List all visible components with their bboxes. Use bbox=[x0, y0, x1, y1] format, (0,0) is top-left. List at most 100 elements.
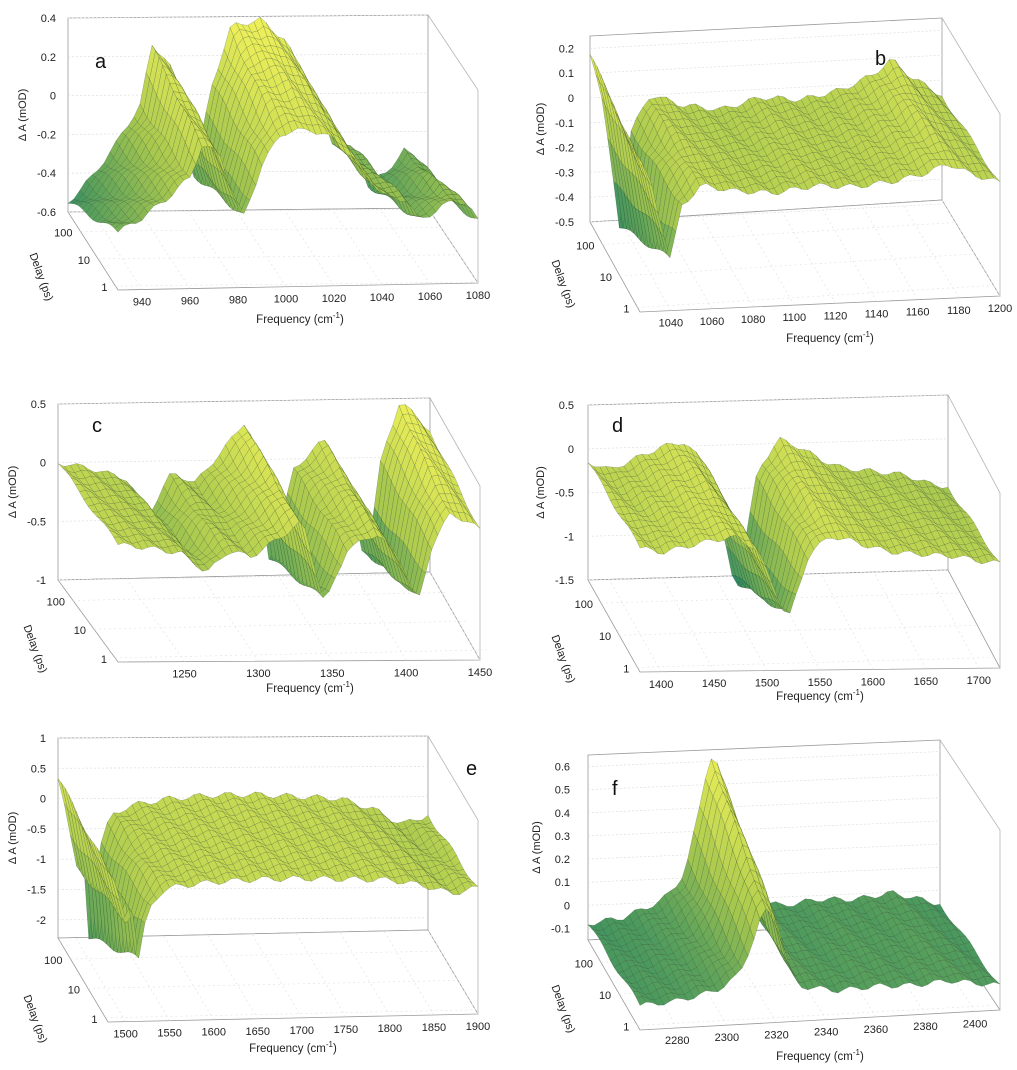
x-tick-label: 1160 bbox=[906, 307, 930, 319]
x-axis-label-main: Frequency (cm bbox=[249, 1043, 326, 1055]
z-tick-label: -1 bbox=[564, 531, 574, 543]
z-tick-label: 0 bbox=[40, 794, 46, 806]
x-tick-label: 1650 bbox=[246, 1026, 270, 1038]
delay-tick-label: 10 bbox=[599, 990, 611, 1002]
x-tick-label: 1450 bbox=[702, 678, 726, 690]
x-gridline bbox=[277, 575, 333, 662]
x-tick-label: 1700 bbox=[290, 1025, 314, 1037]
z-tick-label: 0.5 bbox=[555, 785, 570, 797]
delay-gridline bbox=[97, 254, 459, 260]
z-tick-label: 0 bbox=[568, 444, 574, 456]
z-gridline bbox=[589, 30, 943, 49]
z-tick-label: -0.1 bbox=[551, 923, 570, 935]
x-axis-label-sup: -1 bbox=[343, 680, 351, 689]
delay-tick-label: 1 bbox=[623, 1022, 629, 1034]
x-axis-label-end: ) bbox=[350, 683, 354, 695]
x-tick-label: 980 bbox=[229, 295, 247, 307]
z-tick-label: 0.3 bbox=[555, 831, 570, 843]
x-tick-label: 2360 bbox=[864, 1024, 888, 1036]
z-axis-label: Δ A (mOD) bbox=[7, 466, 19, 519]
surface-facet bbox=[989, 171, 1001, 182]
x-axis-label-main: Frequency (cm bbox=[266, 683, 343, 695]
delay-gridline bbox=[80, 227, 441, 232]
surface-plot bbox=[57, 404, 481, 598]
z-gridline bbox=[589, 203, 943, 223]
z-gridline bbox=[587, 438, 949, 450]
delay-gridline bbox=[602, 222, 955, 245]
z-tick-label: 0.2 bbox=[559, 43, 574, 55]
z-tick-label: -0.5 bbox=[27, 824, 46, 836]
delay-axis-label: Delay (ps) bbox=[21, 623, 49, 674]
x-tick-label: 1080 bbox=[741, 314, 765, 326]
side-wall bbox=[947, 394, 1001, 668]
x-tick-label: 1450 bbox=[468, 667, 492, 679]
x-tick-label: 1700 bbox=[967, 675, 991, 687]
z-tick-label: 0.1 bbox=[555, 877, 570, 889]
x-tick-label: 1000 bbox=[274, 294, 298, 306]
x-gridline bbox=[187, 210, 239, 288]
x-tick-label: 2320 bbox=[764, 1029, 788, 1041]
z-tick-label: -0.6 bbox=[37, 207, 56, 219]
surface-plot bbox=[589, 54, 1001, 258]
x-gridline bbox=[353, 573, 407, 661]
delay-tick-label: 10 bbox=[74, 625, 86, 637]
z-tick-label: 0.1 bbox=[559, 68, 574, 80]
x-tick-label: 1750 bbox=[334, 1024, 358, 1036]
delay-tick-label: 100 bbox=[575, 959, 593, 971]
z-tick-label: -0.2 bbox=[37, 129, 56, 141]
x-axis-label-main: Frequency (cm bbox=[776, 691, 853, 703]
x-gridline bbox=[821, 207, 877, 302]
x-axis-label: Frequency (cm-1) bbox=[776, 688, 864, 703]
x-tick-label: 1550 bbox=[157, 1028, 181, 1040]
panel-label: b bbox=[875, 48, 886, 70]
z-tick-label: -1.5 bbox=[27, 885, 46, 897]
surface-facet bbox=[468, 206, 479, 219]
z-tick-label: -1.5 bbox=[555, 575, 574, 587]
z-tick-label: -0.5 bbox=[27, 516, 46, 528]
x-axis-label-sup: -1 bbox=[333, 311, 341, 320]
delay-tick-label: 1 bbox=[101, 282, 107, 294]
side-wall bbox=[941, 17, 1001, 296]
delay-tick-label: 100 bbox=[54, 228, 72, 240]
x-gridline bbox=[619, 219, 672, 311]
x-tick-label: 1400 bbox=[394, 667, 418, 679]
delay-gridline bbox=[114, 649, 488, 659]
z-tick-label: -0.5 bbox=[555, 488, 574, 500]
x-gridline bbox=[379, 208, 431, 285]
x-tick-label: 1060 bbox=[700, 316, 724, 328]
delay-axis-label: Delay (ps) bbox=[21, 993, 49, 1044]
z-gridline bbox=[589, 54, 943, 74]
x-tick-label: 2300 bbox=[715, 1032, 739, 1044]
panel-label: d bbox=[612, 415, 623, 437]
x-gridline bbox=[820, 573, 874, 670]
z-tick-label: -0.1 bbox=[555, 118, 574, 130]
z-tick-label: 0.5 bbox=[31, 399, 46, 411]
x-tick-label: 1120 bbox=[824, 310, 848, 322]
x-gridline bbox=[427, 207, 479, 284]
delay-gridline bbox=[619, 253, 973, 277]
z-tick-label: 0 bbox=[564, 900, 570, 912]
x-tick-label: 1060 bbox=[418, 291, 442, 303]
x-axis-label: Frequency (cm-1) bbox=[249, 1040, 337, 1055]
x-tick-label: 1250 bbox=[172, 669, 196, 681]
side-wall bbox=[429, 397, 481, 660]
z-tick-label: 0 bbox=[50, 91, 56, 103]
x-axis-label-end: ) bbox=[333, 1043, 337, 1055]
panel-label: a bbox=[95, 51, 107, 73]
z-axis-label: Δ A (mOD) bbox=[17, 89, 29, 142]
delay-gridline bbox=[72, 592, 446, 601]
x-axis-label-end: ) bbox=[870, 333, 874, 345]
z-tick-label: -0.5 bbox=[555, 217, 574, 229]
z-axis-label: Δ A (mOD) bbox=[7, 812, 19, 865]
surface-facet bbox=[470, 516, 481, 529]
x-tick-label: 1400 bbox=[649, 679, 673, 691]
delay-gridline bbox=[637, 657, 998, 668]
x-gridline bbox=[429, 571, 481, 661]
panel-label: c bbox=[92, 415, 102, 437]
x-gridline bbox=[873, 571, 927, 669]
x-axis-label-end: ) bbox=[340, 314, 344, 326]
x-tick-label: 1180 bbox=[947, 305, 971, 317]
